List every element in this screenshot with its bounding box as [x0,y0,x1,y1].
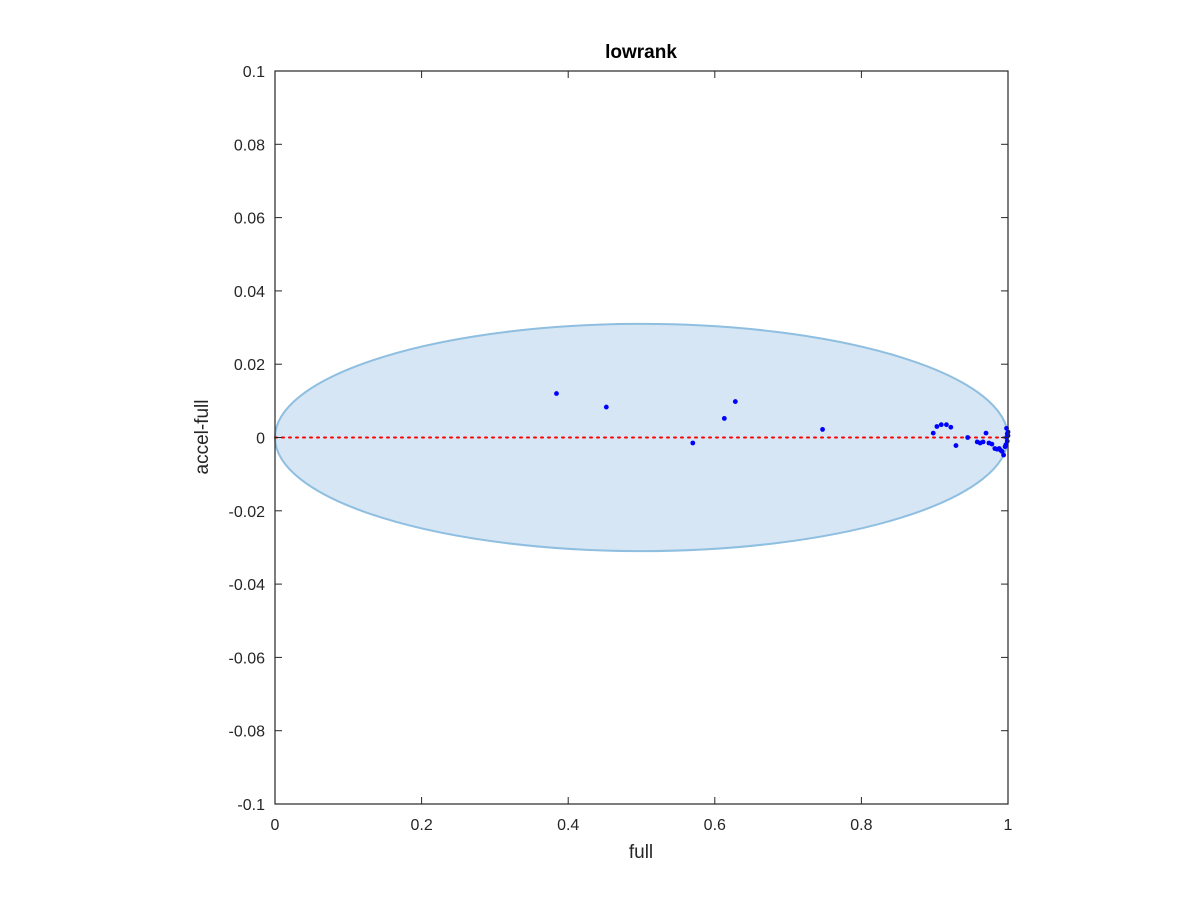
data-point [980,439,986,445]
data-point [930,430,936,436]
y-tick-label: 0.06 [234,211,265,228]
data-point [603,404,609,410]
plot-area: 0 0.2 0.4 0.6 0.8 1 -0.1 -0.08 -0.06 -0.04 -0.02 0… [229,64,1013,834]
data-point [983,430,989,436]
data-point [732,399,738,404]
y-axis-label: accel-full [192,400,213,475]
y-tick-label: -0.08 [229,724,266,741]
y-tick-label: -0.06 [229,650,266,667]
data-point [948,424,954,430]
x-axis-ticks: 0 0.2 0.4 0.6 0.8 1 [271,71,1013,834]
data-point [721,416,727,421]
data-point [690,440,696,446]
data-point [820,427,825,432]
y-tick-label: -0.04 [229,577,266,594]
chart-title: lowrank [605,42,677,63]
y-tick-label: -0.02 [229,504,266,521]
data-point [1001,452,1007,458]
y-tick-label: 0.04 [234,284,265,301]
x-tick-label: 0.6 [704,817,726,834]
data-point [1003,442,1009,448]
x-tick-label: 0 [271,817,280,834]
x-tick-label: 0.4 [557,817,579,834]
data-point [953,443,959,448]
y-tick-label: 0.02 [234,357,265,374]
x-tick-label: 0.8 [850,817,872,834]
data-point [989,441,995,447]
x-axis-label: full [629,842,653,863]
data-point [965,435,971,440]
data-point [944,422,949,428]
y-tick-label: 0.1 [243,64,265,81]
data-point [554,391,559,396]
data-point [999,449,1005,454]
y-tick-label: 0 [256,431,265,448]
x-tick-label: 1 [1004,817,1013,834]
data-point [938,422,944,428]
data-point [934,424,940,429]
x-tick-label: 0.2 [410,817,432,834]
y-axis-ticks: -0.1 -0.08 -0.06 -0.04 -0.02 0 0.02 0.04 0.06 0.0… [229,64,1008,814]
y-tick-label: 0.08 [234,137,265,154]
y-tick-label: -0.1 [237,797,265,814]
